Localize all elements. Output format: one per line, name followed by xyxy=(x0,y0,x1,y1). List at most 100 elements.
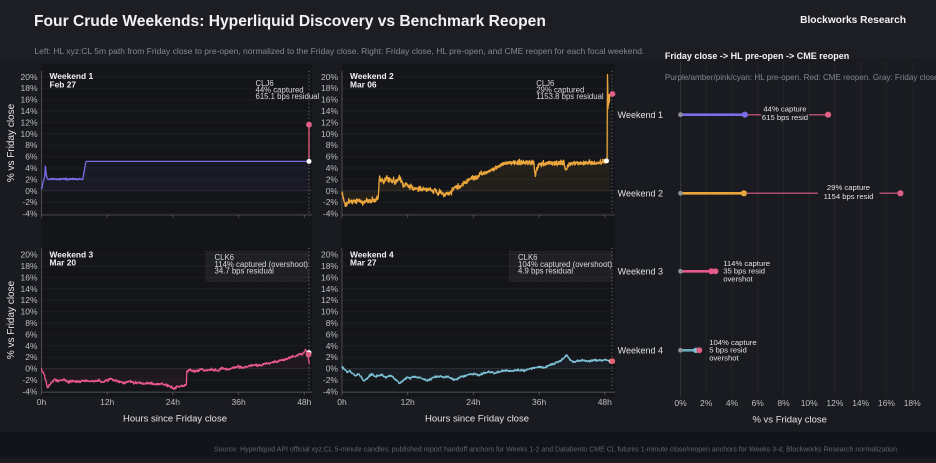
svg-text:CLK6: CLK6 xyxy=(215,253,235,262)
svg-text:Left: HL xyz:CL 5m path from F: Left: HL xyz:CL 5m path from Friday clos… xyxy=(34,46,644,56)
svg-text:CLK6: CLK6 xyxy=(518,253,538,262)
svg-text:18%: 18% xyxy=(20,83,37,93)
svg-text:44% captured: 44% captured xyxy=(256,86,304,95)
svg-text:20%: 20% xyxy=(20,72,37,82)
svg-text:104% captured (overshoot): 104% captured (overshoot) xyxy=(518,260,612,269)
svg-text:0%: 0% xyxy=(25,364,38,374)
svg-text:14%: 14% xyxy=(852,398,869,408)
svg-text:29% captured: 29% captured xyxy=(536,86,584,95)
svg-text:-2%: -2% xyxy=(22,197,38,207)
svg-text:14%: 14% xyxy=(20,284,37,294)
svg-text:20%: 20% xyxy=(321,72,338,82)
svg-text:Weekend 1: Weekend 1 xyxy=(50,71,94,81)
svg-text:4%: 4% xyxy=(25,163,38,173)
svg-text:20%: 20% xyxy=(20,250,37,260)
svg-text:12%: 12% xyxy=(321,117,338,127)
svg-text:14%: 14% xyxy=(20,106,37,116)
svg-text:16%: 16% xyxy=(321,272,338,282)
svg-text:6%: 6% xyxy=(326,329,339,339)
svg-text:10%: 10% xyxy=(20,307,37,317)
svg-text:Hours since Friday close: Hours since Friday close xyxy=(123,414,227,425)
svg-text:-4%: -4% xyxy=(323,209,339,219)
svg-text:-2%: -2% xyxy=(323,375,339,385)
svg-text:Weekend 4: Weekend 4 xyxy=(618,346,663,356)
svg-text:Weekend 2: Weekend 2 xyxy=(350,71,394,81)
svg-text:12%: 12% xyxy=(321,295,338,305)
svg-text:18%: 18% xyxy=(20,261,37,271)
svg-text:8%: 8% xyxy=(326,318,339,328)
svg-text:0%: 0% xyxy=(25,186,38,196)
svg-text:8%: 8% xyxy=(777,398,790,408)
svg-text:Weekend 3: Weekend 3 xyxy=(50,249,94,259)
svg-text:4.9 bps residual: 4.9 bps residual xyxy=(518,267,573,276)
svg-text:18%: 18% xyxy=(904,398,921,408)
svg-text:34.7 bps residual: 34.7 bps residual xyxy=(215,267,275,276)
svg-text:44% capture: 44% capture xyxy=(763,104,806,113)
svg-text:overshot: overshot xyxy=(709,353,739,362)
svg-text:2%: 2% xyxy=(25,174,38,184)
svg-text:16%: 16% xyxy=(321,95,338,105)
svg-text:% vs Friday close: % vs Friday close xyxy=(6,103,17,182)
svg-text:12%: 12% xyxy=(826,398,843,408)
svg-text:0h: 0h xyxy=(37,397,47,407)
svg-text:Weekend 3: Weekend 3 xyxy=(618,267,663,277)
svg-text:114% captured (overshoot): 114% captured (overshoot) xyxy=(215,260,309,269)
svg-text:12%: 12% xyxy=(20,295,37,305)
svg-text:12h: 12h xyxy=(100,397,114,407)
svg-text:4%: 4% xyxy=(326,341,339,351)
svg-text:10%: 10% xyxy=(321,129,338,139)
svg-text:-4%: -4% xyxy=(22,209,38,219)
svg-text:20%: 20% xyxy=(321,250,338,260)
svg-text:1154 bps resid: 1154 bps resid xyxy=(824,192,874,201)
svg-text:0h: 0h xyxy=(337,397,347,407)
svg-text:24h: 24h xyxy=(166,397,180,407)
svg-text:36h: 36h xyxy=(232,397,246,407)
svg-text:0%: 0% xyxy=(674,398,687,408)
svg-text:48h: 48h xyxy=(297,397,311,407)
svg-text:Four Crude Weekends: Hyperliqu: Four Crude Weekends: Hyperliquid Discove… xyxy=(34,13,546,30)
svg-text:Hours since Friday close: Hours since Friday close xyxy=(425,414,529,425)
svg-text:CLJ6: CLJ6 xyxy=(536,79,554,88)
svg-text:Feb 27: Feb 27 xyxy=(50,79,77,89)
svg-text:2%: 2% xyxy=(700,398,713,408)
svg-text:16%: 16% xyxy=(20,95,37,105)
svg-text:6%: 6% xyxy=(25,329,38,339)
svg-text:14%: 14% xyxy=(321,106,338,116)
svg-text:5 bps resid: 5 bps resid xyxy=(709,346,747,355)
svg-text:114% capture: 114% capture xyxy=(723,259,770,268)
svg-text:-2%: -2% xyxy=(22,375,38,385)
svg-text:4%: 4% xyxy=(25,341,38,351)
svg-text:Purple/amber/pink/cyan: HL pre: Purple/amber/pink/cyan: HL pre-open. Red… xyxy=(665,73,936,82)
svg-text:8%: 8% xyxy=(25,140,38,150)
svg-text:Weekend 4: Weekend 4 xyxy=(350,249,394,259)
svg-text:Weekend 1: Weekend 1 xyxy=(618,110,663,120)
svg-text:18%: 18% xyxy=(321,83,338,93)
svg-text:10%: 10% xyxy=(801,398,818,408)
svg-text:6%: 6% xyxy=(25,152,38,162)
svg-text:36h: 36h xyxy=(532,397,546,407)
svg-text:2%: 2% xyxy=(326,352,339,362)
svg-text:Mar 06: Mar 06 xyxy=(350,79,377,89)
svg-text:6%: 6% xyxy=(752,398,765,408)
svg-text:0%: 0% xyxy=(326,364,339,374)
svg-text:CLJ6: CLJ6 xyxy=(256,79,274,88)
svg-text:615.1 bps residual: 615.1 bps residual xyxy=(256,92,320,101)
svg-text:-2%: -2% xyxy=(323,197,339,207)
svg-text:Weekend 2: Weekend 2 xyxy=(618,189,663,199)
svg-text:16%: 16% xyxy=(878,398,895,408)
svg-text:10%: 10% xyxy=(20,129,37,139)
svg-text:% vs Friday close: % vs Friday close xyxy=(6,280,17,359)
svg-text:35 bps resid: 35 bps resid xyxy=(723,267,765,276)
svg-text:2%: 2% xyxy=(25,352,38,362)
svg-text:18%: 18% xyxy=(321,261,338,271)
svg-text:Blockworks Research: Blockworks Research xyxy=(800,15,906,26)
svg-text:2%: 2% xyxy=(326,174,339,184)
svg-text:8%: 8% xyxy=(326,140,339,150)
svg-text:Mar 27: Mar 27 xyxy=(350,258,377,268)
svg-text:4%: 4% xyxy=(726,398,739,408)
svg-text:12h: 12h xyxy=(401,397,415,407)
svg-text:24h: 24h xyxy=(466,397,480,407)
svg-text:1153.8 bps residual: 1153.8 bps residual xyxy=(536,92,604,101)
svg-text:overshot: overshot xyxy=(723,274,753,283)
svg-text:Source: Hyperliquid API offici: Source: Hyperliquid API official xyz:CL … xyxy=(214,447,897,454)
